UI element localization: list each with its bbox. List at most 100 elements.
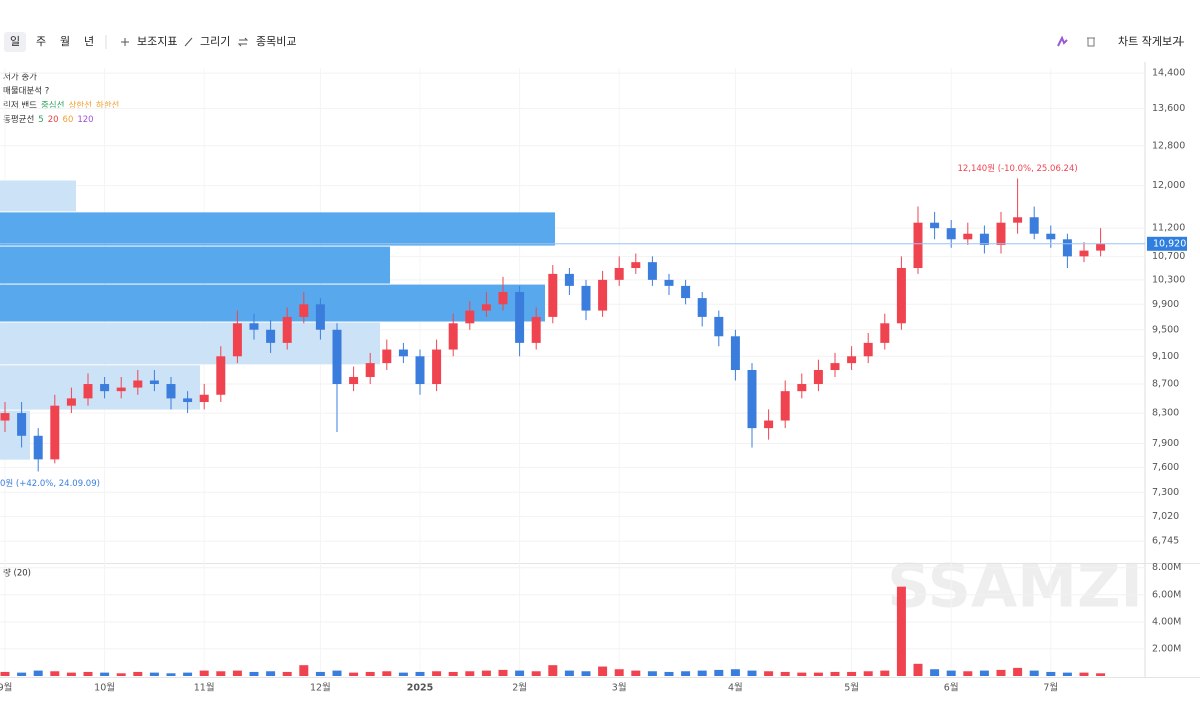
volume-bar [232, 670, 242, 676]
candle-body [913, 222, 923, 269]
candle-body [398, 349, 408, 357]
x-tick-label: 4월 [728, 682, 743, 694]
trash-icon[interactable] [1087, 37, 1095, 47]
indicators-button[interactable]: 보조지표 [137, 35, 177, 48]
candle-body [66, 398, 76, 406]
legend-ma[interactable]: 동평균선 5 20 60 120 [3, 114, 94, 125]
legend-ma-20: 20 [48, 115, 59, 125]
volume-bar [730, 669, 740, 676]
volume-bar [714, 669, 724, 676]
volume-bar [647, 671, 657, 676]
theme-icon[interactable] [1057, 35, 1068, 47]
candle-body [548, 273, 558, 317]
volume-bar [100, 672, 110, 676]
period-week[interactable]: 주 [36, 35, 46, 48]
plot: 14,400 13,600 12,800 12,000 11,200 10,700 10,3… [0, 62, 1200, 694]
volume-profile-bar [0, 180, 76, 212]
x-tick-label: 12월 [310, 682, 331, 694]
volume-bar [996, 669, 1006, 676]
volume-bar [382, 671, 392, 676]
y-tick-label: 9,500 [1152, 324, 1179, 335]
candle-body [1062, 239, 1072, 257]
candle-body [33, 435, 43, 460]
candle-body [1046, 233, 1056, 240]
candle-body [979, 233, 989, 245]
volume-bar [1029, 670, 1039, 676]
compare-button[interactable]: 종목비교 [256, 35, 296, 48]
low-annotation: 0원 (+42.0%, 24.09.09) [0, 479, 100, 489]
volume-bar [979, 670, 989, 676]
volume-bar [946, 670, 956, 676]
volume-bar [199, 670, 209, 676]
y-tick-label: 11,200 [1152, 223, 1185, 234]
legend-ma-60: 60 [63, 115, 74, 125]
volume-bar [50, 671, 60, 676]
volume-bar [830, 671, 840, 676]
compare-icon [237, 37, 249, 47]
current-price-label: 10,920 [1153, 238, 1186, 249]
y-tick-label: 7,600 [1152, 462, 1179, 473]
candle-body [498, 291, 508, 305]
volume-bar [315, 671, 325, 676]
volume-bar [598, 666, 608, 676]
volume-bar [1013, 667, 1023, 676]
candle-body [216, 356, 226, 395]
volume-bar [747, 670, 757, 676]
volume-bar [863, 671, 873, 676]
volume-tick-label: 8.00M [1152, 562, 1181, 573]
draw-button[interactable]: 그리기 [200, 35, 230, 48]
candle-body [896, 268, 906, 324]
volume-profile-bar [0, 212, 555, 246]
volume-bar [813, 672, 823, 676]
volume-bar [66, 672, 76, 676]
volume-bar [365, 671, 375, 676]
volume-bar [481, 670, 491, 676]
volume-profile-bar [0, 284, 545, 322]
volume-bar [465, 671, 475, 676]
volume-profile-bar [0, 246, 390, 284]
volume-bar [17, 672, 27, 676]
candle-body [349, 376, 359, 385]
period-day[interactable]: 일 [10, 34, 20, 48]
candle-body [830, 363, 840, 371]
candle-body [880, 323, 890, 343]
volume-bar [448, 671, 458, 676]
period-month[interactable]: 월 [60, 35, 70, 48]
volume-bar [780, 671, 790, 676]
candle-body [465, 310, 475, 324]
y-tick-label: 14,400 [1152, 68, 1185, 79]
candle-body [714, 316, 724, 337]
period-year[interactable]: 년 [84, 35, 94, 48]
candle-body [50, 405, 60, 460]
candle-body [863, 342, 873, 357]
candle-body [266, 329, 276, 343]
volume-bar [299, 665, 309, 676]
volume-bar [432, 671, 442, 676]
expand-icon[interactable] [1176, 38, 1184, 46]
candle-body [166, 384, 176, 399]
volume-bar [398, 672, 408, 676]
y-tick-label: 10,300 [1152, 274, 1185, 285]
candle-body [332, 329, 342, 385]
volume-bar [681, 671, 691, 676]
current-price-box [1147, 236, 1187, 251]
candle-body [1096, 243, 1106, 251]
volume-bar [0, 671, 10, 676]
y-tick-label: 9,900 [1152, 299, 1179, 310]
volume-bar [1079, 672, 1089, 676]
small-chart-button[interactable]: 차트 작게보기 [1118, 35, 1182, 48]
legend-bollinger[interactable]: 린저 밴드 중심선 상한선 하한선 [3, 100, 119, 111]
candle-body [448, 323, 458, 350]
candle-body [365, 363, 375, 377]
y-tick-label: 9,100 [1152, 351, 1179, 362]
volume-bar [531, 671, 541, 676]
candle-body [780, 391, 790, 421]
volume-bar [880, 670, 890, 676]
candle-body [664, 279, 674, 286]
x-tick-label: 2025 [407, 683, 433, 694]
y-tick-label: 10,700 [1152, 251, 1185, 262]
candle-body [581, 285, 591, 311]
candle-body [697, 298, 707, 317]
legend-profile[interactable]: 매물대분석 ? [3, 86, 49, 97]
